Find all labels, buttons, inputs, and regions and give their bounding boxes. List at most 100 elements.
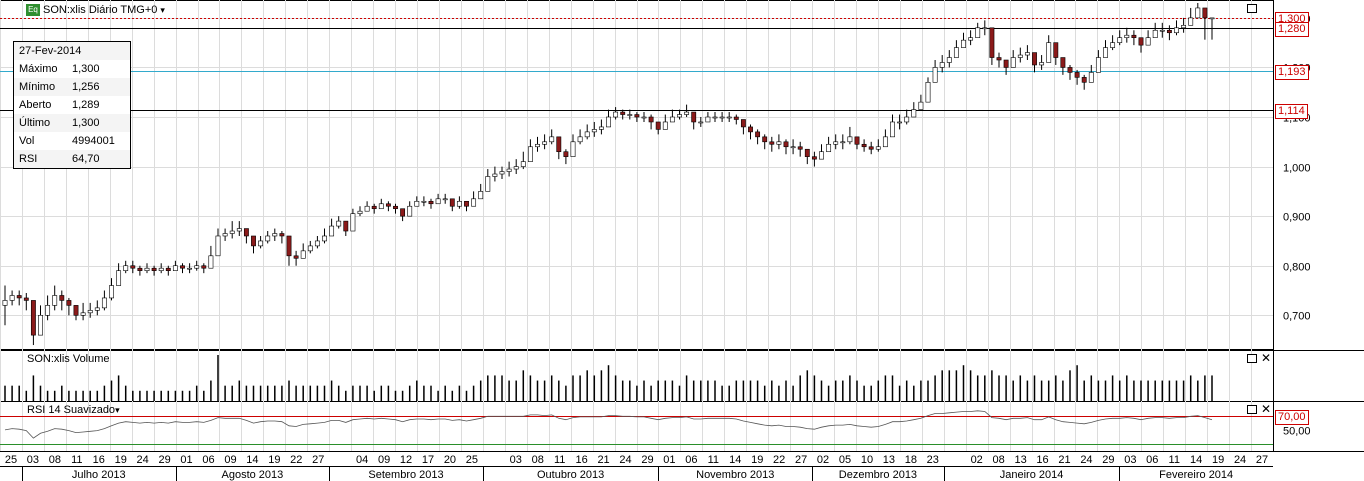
maximize-rsi-panel-icon[interactable]	[1247, 405, 1257, 414]
volume-bar	[1197, 380, 1199, 401]
volume-bar	[763, 385, 766, 401]
x-tick-day-label: 24	[1080, 454, 1092, 466]
candle-body	[506, 168, 512, 172]
volume-bar	[259, 385, 262, 401]
candle-body	[449, 198, 455, 207]
x-tick-day-label: 11	[1169, 454, 1180, 466]
volume-bar	[231, 385, 233, 401]
price-marker-label: 1,280	[1275, 21, 1309, 37]
candle-body	[1138, 37, 1144, 46]
volume-bar	[139, 390, 141, 401]
volume-bar	[948, 370, 951, 401]
candle-body	[378, 203, 384, 210]
candle-body	[2, 300, 8, 306]
candle-body	[556, 136, 562, 153]
candle-body	[194, 265, 200, 269]
candle-body	[726, 116, 732, 119]
maximize-price-panel-icon[interactable]	[1247, 4, 1257, 13]
rsi-title-label: RSI 14 Suavizado	[27, 404, 116, 416]
candle-body	[109, 285, 114, 299]
volume-bar	[1033, 375, 1036, 401]
volume-bar	[785, 380, 787, 401]
candle-body	[705, 116, 711, 123]
x-tick-day-label: 09	[224, 454, 236, 466]
candle-body	[456, 200, 462, 207]
volume-bar	[1005, 375, 1007, 401]
volume-bar	[266, 385, 269, 401]
candle-body	[677, 114, 682, 118]
rsi-panel-title[interactable]: RSI 14 Suavizado▾	[27, 404, 120, 416]
candle-body	[1053, 42, 1059, 58]
x-tick-day-label: 19	[268, 454, 280, 466]
volume-bar	[274, 385, 276, 401]
volume-bar	[1126, 375, 1128, 401]
x-tick-day-label: 24	[137, 454, 149, 466]
chevron-down-icon[interactable]: ▾	[160, 4, 165, 15]
volume-bar	[984, 375, 986, 401]
volume-bar	[614, 375, 617, 401]
volume-bar	[380, 385, 383, 401]
info-label: Aberto	[19, 99, 52, 111]
candle-body	[1024, 52, 1030, 56]
ohlc-info-box: 27-Fev-2014 Máximo 1,300 Mínimo 1,256 Aber…	[13, 41, 131, 169]
candle-body	[1110, 42, 1116, 48]
x-tick-day-label: 02	[971, 454, 983, 466]
candle-body	[407, 205, 413, 217]
x-tick-day-label: 19	[115, 454, 127, 466]
volume-bar	[103, 385, 106, 401]
symbol-label[interactable]: SON:xlis Diário TMG+0	[43, 4, 158, 16]
candle-body	[1067, 67, 1073, 73]
candle-body	[1145, 37, 1151, 46]
volume-bar	[1118, 380, 1121, 401]
volume-bar	[728, 385, 730, 401]
candle-body	[826, 143, 832, 153]
volume-bar	[742, 380, 745, 401]
chart-header[interactable]: Eq SON:xlis Diário TMG+0 ▾	[26, 3, 165, 17]
volume-bar	[295, 385, 297, 401]
volume-bar	[1182, 380, 1185, 401]
candle-body	[23, 297, 29, 301]
candle-body	[1202, 7, 1208, 19]
volume-bar	[472, 385, 475, 401]
candle-body	[819, 151, 824, 160]
volume-bar	[11, 385, 13, 401]
candle-body	[804, 148, 810, 157]
x-month-label: Julho 2013	[72, 469, 126, 481]
volume-bar	[352, 385, 354, 401]
x-month-label: Agosto 2013	[222, 469, 284, 481]
candle-body	[975, 27, 981, 39]
candle-body	[286, 235, 292, 257]
candle-body	[719, 116, 725, 119]
candle-body	[400, 208, 406, 217]
volume-bar	[884, 375, 887, 401]
volume-bar	[110, 380, 113, 401]
x-tick-day-label: 27	[1256, 454, 1268, 466]
candle-body	[187, 267, 193, 270]
candle-body	[641, 116, 647, 119]
candle-body	[875, 146, 881, 150]
volume-bar	[501, 375, 503, 401]
candle-body	[1124, 34, 1130, 38]
candle-body	[598, 126, 604, 130]
close-rsi-panel-icon[interactable]: ✕	[1261, 402, 1272, 416]
close-volume-panel-icon[interactable]: ✕	[1261, 351, 1272, 365]
candle-body	[293, 255, 299, 259]
candle-body	[258, 240, 264, 247]
chevron-down-icon[interactable]: ▾	[115, 405, 120, 415]
x-tick-day-label: 06	[202, 454, 214, 466]
candle-body	[698, 121, 704, 124]
candle-body	[343, 220, 349, 232]
candle-body	[208, 255, 214, 269]
x-month-label: Dezembro 2013	[839, 469, 917, 481]
candle-body	[854, 136, 860, 145]
candle-body	[222, 233, 228, 237]
candle-body	[1003, 59, 1009, 68]
volume-bar	[124, 385, 127, 401]
candle-body	[1046, 42, 1052, 63]
maximize-volume-panel-icon[interactable]	[1247, 354, 1257, 363]
candle-body	[996, 57, 1002, 61]
candle-body	[868, 146, 874, 150]
volume-bar	[543, 380, 546, 401]
candle-body	[570, 141, 576, 157]
candle-body	[591, 129, 597, 133]
